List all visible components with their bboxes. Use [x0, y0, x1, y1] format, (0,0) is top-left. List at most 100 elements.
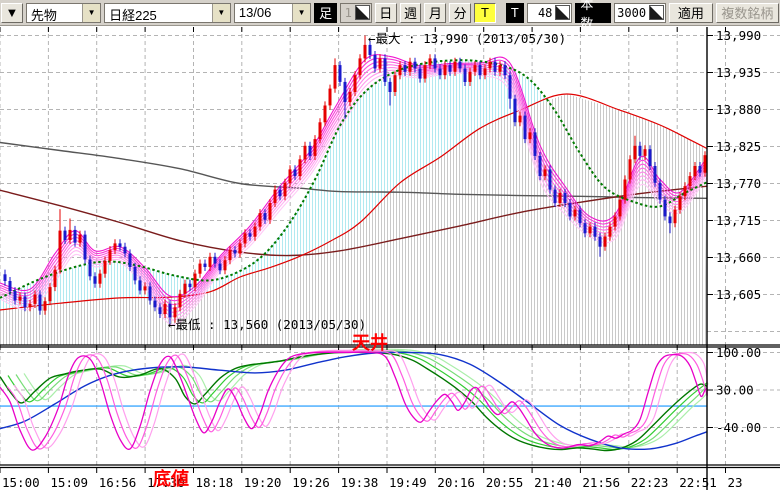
- candle: [133, 266, 137, 281]
- period-tick-button[interactable]: T: [474, 2, 496, 23]
- candle: [478, 65, 482, 76]
- time-axis-label: 21:56: [582, 475, 620, 490]
- candle: [398, 65, 402, 76]
- candle: [208, 256, 212, 267]
- period-day-button[interactable]: 日: [374, 2, 397, 23]
- candle: [458, 61, 462, 69]
- candle: [688, 176, 692, 187]
- candle: [598, 236, 602, 247]
- candle: [568, 203, 572, 217]
- osc-axis-label: 100.00: [716, 345, 761, 360]
- multi-symbol-button[interactable]: 複数銘柄: [715, 2, 780, 23]
- ema-ribbon-line: [0, 66, 708, 313]
- candle: [463, 68, 467, 82]
- candle: [578, 209, 582, 224]
- contract-month-combobox[interactable]: 13/06 ▼: [233, 2, 312, 23]
- candle: [428, 58, 432, 66]
- symbol-combobox[interactable]: 日経225 ▼: [104, 2, 231, 23]
- candle: [153, 300, 157, 308]
- candle: [393, 75, 397, 92]
- candle: [483, 68, 487, 76]
- candle: [513, 98, 517, 123]
- candle: [528, 132, 532, 140]
- chevron-down-icon[interactable]: ▼: [292, 3, 311, 22]
- price-axis-label: 13,935: [716, 65, 761, 80]
- price-axis-label: 13,825: [716, 139, 761, 154]
- axes: [0, 27, 780, 490]
- candle: [123, 246, 127, 254]
- candle: [658, 182, 662, 200]
- candle: [188, 283, 192, 288]
- candle: [593, 226, 597, 237]
- tick-count-value: 48: [537, 5, 553, 20]
- period-minute-button[interactable]: 分: [449, 2, 472, 23]
- candle: [368, 44, 372, 55]
- candle: [178, 293, 182, 308]
- candle: [193, 273, 197, 288]
- price-axis-label: 13,990: [716, 28, 761, 43]
- candle: [443, 65, 447, 76]
- spinner-icon[interactable]: [555, 5, 571, 20]
- interval-stepper[interactable]: 1: [340, 2, 372, 23]
- candle: [548, 169, 552, 190]
- osc-magenta-line: [13, 349, 708, 449]
- mid-ma-green-dotted: [0, 59, 708, 299]
- time-axis-label: 20:16: [437, 475, 475, 490]
- candle: [308, 145, 312, 156]
- candle: [563, 192, 567, 203]
- candle: [93, 276, 97, 284]
- candle: [668, 216, 672, 224]
- candle: [43, 301, 47, 311]
- spread-cyan-hatch: [0, 60, 544, 310]
- bar-count-value: 3000: [617, 5, 647, 20]
- candle: [183, 283, 187, 294]
- candle: [3, 274, 7, 281]
- candle: [683, 186, 687, 197]
- candle: [228, 250, 232, 261]
- osc-magenta-line: [0, 351, 708, 451]
- candle: [663, 199, 667, 217]
- candle: [648, 149, 652, 166]
- bar-count-stepper[interactable]: 3000: [614, 2, 667, 23]
- panel-expander-button[interactable]: ▼: [1, 2, 23, 23]
- candle: [493, 61, 497, 72]
- candle: [438, 68, 442, 76]
- category-value: 先物: [30, 7, 57, 22]
- chevron-down-icon[interactable]: ▼: [82, 3, 101, 22]
- spinner-icon[interactable]: [354, 5, 370, 20]
- tick-count-label: T: [505, 2, 524, 23]
- tick-count-stepper[interactable]: 48: [526, 2, 573, 23]
- candle: [313, 139, 317, 156]
- candle: [203, 263, 207, 267]
- chart-area: 13,990 13,935 13,880 13,825 13,770 13,715 13,6…: [0, 26, 780, 500]
- ema-ribbon-line: [0, 69, 708, 317]
- apply-button[interactable]: 適用: [669, 2, 713, 23]
- candle: [383, 58, 387, 82]
- candle: [8, 281, 12, 292]
- toolbar: ▼ 先物 ▼ 日経225 ▼ 13/06 ▼ 足 1 日 週 月 分 T T 4…: [0, 0, 780, 31]
- period-month-button[interactable]: 月: [424, 2, 447, 23]
- candle: [48, 287, 52, 302]
- ema-ribbon-line: [0, 54, 708, 298]
- candle: [108, 250, 112, 261]
- candle: [278, 189, 282, 197]
- long-ma-gray: [0, 141, 708, 199]
- candle: [503, 65, 507, 76]
- candle: [643, 149, 647, 156]
- time-axis-label: 17:30: [147, 475, 185, 490]
- candle: [268, 203, 272, 220]
- time-axis-label: 15:09: [50, 475, 88, 490]
- spinner-icon[interactable]: [649, 5, 665, 20]
- candle: [173, 307, 177, 318]
- candle: [353, 75, 357, 92]
- category-combobox[interactable]: 先物 ▼: [25, 2, 102, 23]
- candle: [158, 307, 162, 314]
- candle: [518, 115, 522, 123]
- chevron-down-icon[interactable]: ▼: [211, 3, 230, 22]
- period-week-button[interactable]: 週: [399, 2, 422, 23]
- candle: [23, 296, 27, 308]
- candle: [128, 253, 132, 267]
- time-axis-label: 22:23: [631, 475, 669, 490]
- candle: [33, 294, 37, 304]
- candlestick-chart-canvas[interactable]: 13,990 13,935 13,880 13,825 13,770 13,715 13,6…: [0, 26, 780, 500]
